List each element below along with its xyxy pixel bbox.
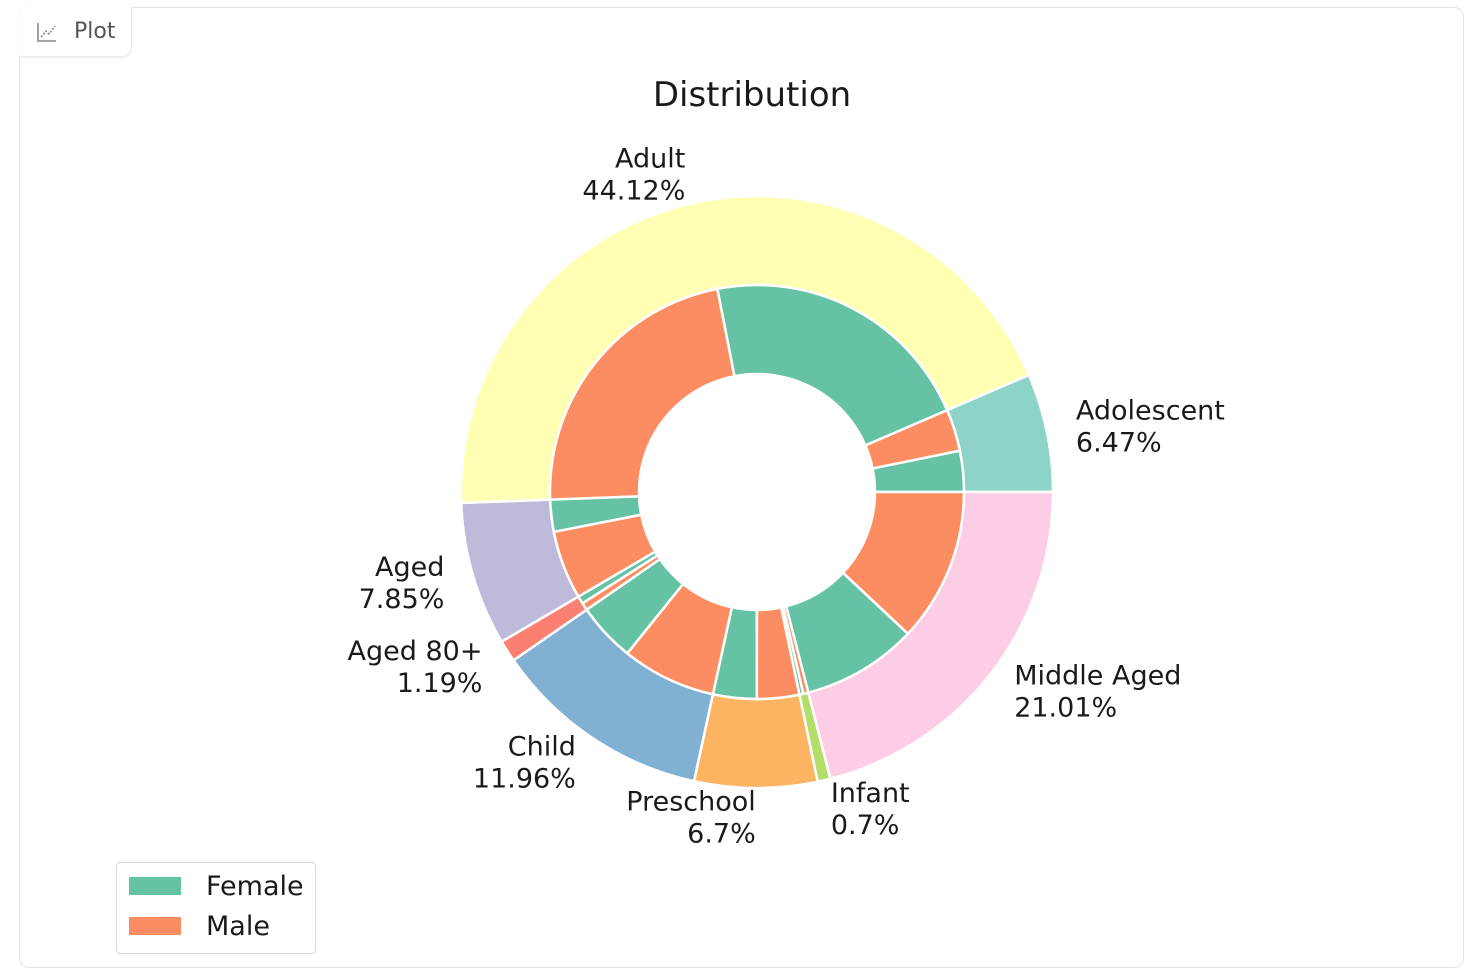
legend-item-male: Male (129, 910, 270, 942)
slice-label-preschool: Preschool 6.7% (626, 787, 756, 850)
inner-slice-adult-male (548, 287, 736, 501)
slice-label-name-adult: Adult (615, 143, 685, 174)
slice-label-name-adolescent: Adolescent (1076, 395, 1225, 426)
slice-label-pct-adult: 44.12% (582, 175, 685, 206)
slice-label-pct-preschool: 6.7% (687, 819, 756, 850)
slice-label-pct-adolescent: 6.47% (1076, 427, 1162, 458)
legend-swatch-female (129, 877, 181, 895)
plot-tab-label: Plot (74, 19, 116, 44)
slice-label-name-preschool: Preschool (626, 787, 756, 818)
legend-swatch-male (129, 917, 181, 935)
inner-slice-adult-female (715, 283, 949, 447)
legend-label-female: Female (206, 870, 304, 902)
slice-label-name-aged: Aged (375, 552, 444, 583)
legend-label-male: Male (206, 910, 270, 942)
slice-label-name-aged-80: Aged 80+ (348, 636, 483, 667)
slice-label-aged: Aged 7.85% (359, 552, 445, 615)
slice-label-name-child: Child (508, 732, 576, 763)
slice-label-pct-middle-aged: 21.01% (1014, 693, 1117, 724)
chart-icon (37, 22, 56, 42)
slice-label-pct-aged: 7.85% (359, 584, 445, 615)
slice-label-adolescent: Adolescent 6.47% (1076, 395, 1225, 458)
slice-label-name-infant: Infant (831, 778, 910, 809)
plot-tab[interactable]: Plot (19, 7, 132, 57)
slice-label-pct-aged-80: 1.19% (397, 668, 483, 699)
slice-label-middle-aged: Middle Aged 21.01% (1014, 661, 1181, 724)
plot-panel (19, 7, 1464, 968)
legend-item-female: Female (129, 870, 304, 902)
slice-label-name-middle-aged: Middle Aged (1014, 661, 1181, 692)
chart-legend: Female Male (116, 862, 316, 954)
slice-label-aged-80: Aged 80+ 1.19% (348, 636, 483, 699)
slice-label-pct-child: 11.96% (473, 764, 576, 795)
chart-title: Distribution (653, 75, 851, 115)
outer-slice-preschool (692, 692, 820, 790)
slice-label-adult: Adult 44.12% (582, 143, 685, 206)
slice-label-child: Child 11.96% (473, 732, 576, 795)
slice-label-pct-infant: 0.7% (831, 810, 900, 841)
inner-slice-middle-aged-male (841, 490, 966, 636)
slice-label-infant: Infant 0.7% (831, 778, 910, 841)
